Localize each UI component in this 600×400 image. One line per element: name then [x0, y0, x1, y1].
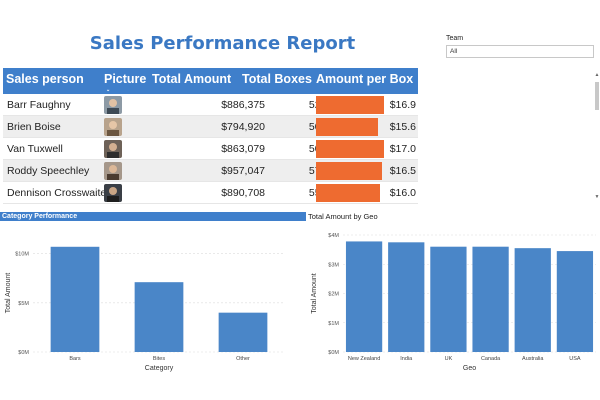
cell-sales-person: Barr Faughny: [7, 99, 71, 111]
bar: [430, 246, 467, 352]
cell-amount-per-box: $16.5: [389, 165, 416, 177]
sort-icon[interactable]: ⌄: [106, 87, 111, 93]
bar: [388, 242, 425, 352]
cell-sales-person: Van Tuxwell: [7, 143, 63, 155]
x-tick-label: Bars: [69, 356, 81, 362]
x-tick-label: USA: [569, 356, 581, 362]
report-title: Sales Performance Report: [89, 33, 356, 54]
y-tick-label: $0M: [18, 350, 29, 356]
y-tick-label: $10M: [15, 252, 29, 258]
x-axis-title: Category: [145, 365, 174, 372]
x-tick-label: New Zealand: [348, 356, 380, 362]
cell-total-amount: $886,375: [221, 99, 265, 111]
amount-per-box-bar: [316, 140, 384, 158]
bar: [514, 248, 551, 352]
avatar: [104, 162, 122, 180]
cell-amount-per-box: $16.0: [389, 187, 416, 199]
cell-total-amount: $794,920: [221, 121, 265, 133]
y-tick-label: $5M: [18, 301, 29, 307]
table-row[interactable]: Barr Faughny $886,375 52,379 $16.9: [3, 94, 418, 116]
x-tick-label: Other: [236, 356, 250, 362]
geo-bar-chart: $0M $1M $2M $3M $4M New Zealand India UK Canada A…: [311, 233, 596, 372]
avatar: [104, 184, 122, 202]
x-axis-title: Geo: [463, 365, 476, 372]
y-axis-title: Total Amount: [5, 273, 12, 314]
avatar: [104, 96, 122, 114]
x-tick-label: Australia: [522, 356, 544, 362]
bar: [472, 246, 509, 352]
table-row[interactable]: Roddy Speechley $957,047 57,987 $16.5: [3, 160, 418, 182]
amount-per-box-bar: [316, 184, 380, 202]
y-tick-label: $1M: [328, 321, 339, 327]
visual-scrollbar[interactable]: ▲ ▼: [594, 72, 600, 200]
avatar: [104, 140, 122, 158]
cell-total-amount: $957,047: [221, 165, 265, 177]
x-tick-label: Bites: [153, 356, 165, 362]
cell-sales-person: Dennison Crosswaite: [7, 187, 107, 199]
table-header: Sales person Picture Total Amount Total …: [3, 68, 418, 94]
x-tick-label: Canada: [481, 356, 501, 362]
cell-total-amount: $863,079: [221, 143, 265, 155]
cell-sales-person: Roddy Speechley: [7, 165, 90, 177]
header-sales-person[interactable]: Sales person: [6, 72, 84, 86]
avatar: [104, 118, 122, 136]
amount-per-box-bar: [316, 118, 379, 136]
header-amount-per-box[interactable]: Amount per Box: [316, 72, 414, 86]
y-tick-label: $3M: [328, 262, 339, 268]
header-picture[interactable]: Picture: [104, 72, 147, 86]
category-panel-title: Category Performance: [0, 212, 306, 221]
x-tick-label: India: [400, 356, 413, 362]
y-axis-title: Total Amount: [311, 273, 318, 314]
header-total-boxes[interactable]: Total Boxes: [242, 72, 312, 86]
team-slicer[interactable]: Team All: [446, 35, 600, 58]
table-row[interactable]: Van Tuxwell $863,079 50,650 $17.0: [3, 138, 418, 160]
bar: [345, 241, 383, 352]
cell-sales-person: Brien Boise: [7, 121, 61, 133]
scroll-thumb[interactable]: [595, 82, 599, 110]
cell-amount-per-box: $15.6: [389, 121, 416, 133]
cell-total-amount: $890,708: [221, 187, 265, 199]
y-tick-label: $4M: [328, 233, 339, 239]
bar: [218, 312, 268, 352]
cell-amount-per-box: $16.9: [389, 99, 416, 111]
bar: [134, 282, 184, 352]
team-slicer-label: Team: [446, 35, 464, 42]
table-row[interactable]: Brien Boise $794,920 50,931 $15.6: [3, 116, 418, 138]
amount-per-box-bar: [316, 96, 384, 114]
bar: [556, 251, 594, 352]
x-tick-label: UK: [445, 356, 453, 362]
team-slicer-dropdown[interactable]: All: [446, 45, 594, 58]
bar: [50, 246, 100, 352]
cell-amount-per-box: $17.0: [389, 143, 416, 155]
y-tick-label: $0M: [328, 350, 339, 356]
geo-panel-title: Total Amount by Geo: [308, 212, 378, 221]
amount-per-box-bar: [316, 162, 382, 180]
header-total-amount[interactable]: Total Amount: [152, 72, 232, 86]
y-tick-label: $2M: [328, 292, 339, 298]
sales-table: Sales person Picture Total Amount Total …: [3, 68, 418, 204]
scroll-down-icon[interactable]: ▼: [594, 194, 600, 200]
category-bar-chart: $0M $5M $10M Bars Bites Other Category Total Am…: [5, 246, 285, 372]
scroll-up-icon[interactable]: ▲: [594, 72, 600, 78]
table-row[interactable]: Dennison Crosswaite $890,708 55,610 $16.…: [3, 182, 418, 204]
